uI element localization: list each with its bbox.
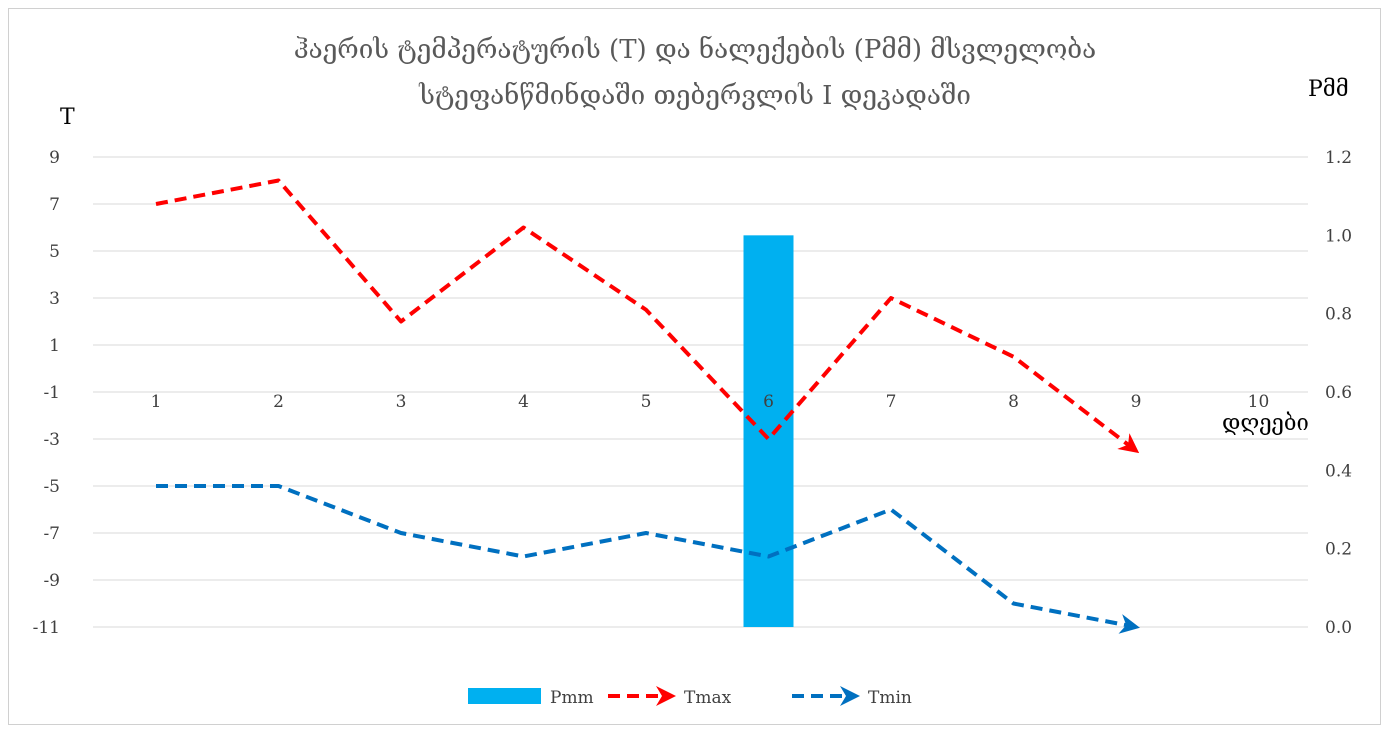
x-tick-label: 3 (396, 392, 407, 412)
x-tick-label: 6 (763, 392, 774, 412)
left-tick-label: -7 (43, 524, 60, 544)
left-axis-ticks: 9 7 5 3 1 -1 -3 -5 -7 -9 -11 (33, 148, 60, 638)
x-tick-label: 7 (886, 392, 897, 412)
y-axis-right-label: Pმმ (1308, 77, 1349, 102)
chart-title-line2: სტეფანწმინდაში თებერვლის I დეკადაში (418, 81, 971, 111)
x-tick-label: 2 (273, 392, 284, 412)
left-tick-label: -3 (43, 430, 60, 450)
gridlines (93, 156, 1308, 628)
right-tick-label: 1.0 (1325, 226, 1352, 246)
x-tick-label: 10 (1248, 392, 1270, 412)
right-axis-ticks: 1.2 1.0 0.8 0.6 0.4 0.2 0.0 (1325, 148, 1352, 638)
right-tick-label: 0.0 (1325, 618, 1352, 638)
left-tick-label: 1 (49, 336, 60, 356)
pmm-bars (743, 235, 794, 628)
x-tick-label: 8 (1008, 392, 1019, 412)
legend-label-tmax: Tmax (684, 688, 732, 708)
x-axis-ticks: 1 2 3 4 5 6 7 8 9 10 (151, 392, 1270, 412)
left-tick-label: -11 (33, 618, 60, 638)
right-tick-label: 0.4 (1325, 461, 1352, 481)
left-tick-label: -9 (43, 571, 60, 591)
left-tick-label: 7 (49, 195, 60, 215)
legend-label-pmm: Pmm (550, 688, 594, 708)
left-tick-label: 5 (49, 242, 60, 262)
tmin-line (156, 484, 1140, 634)
left-tick-label: 3 (49, 289, 60, 309)
x-axis-label: დღეები (1222, 411, 1309, 436)
right-tick-label: 0.2 (1325, 540, 1352, 560)
chart-frame (8, 8, 1381, 725)
y-axis-left-label: T (60, 105, 75, 130)
left-tick-label: 9 (49, 148, 60, 168)
legend-swatch-pmm (468, 688, 541, 704)
right-tick-label: 0.8 (1325, 305, 1352, 325)
right-tick-label: 0.6 (1325, 383, 1352, 403)
left-tick-label: -5 (43, 477, 60, 497)
left-tick-label: -1 (43, 383, 60, 403)
chart-title-line1: ჰაერის ტემპერატურის (T) და ნალექების (Pმ… (294, 35, 1096, 65)
x-tick-label: 5 (641, 392, 652, 412)
x-tick-label: 1 (151, 392, 162, 412)
x-tick-label: 4 (518, 392, 529, 412)
pmm-bar-day-6 (743, 235, 794, 628)
right-tick-label: 1.2 (1325, 148, 1352, 168)
temperature-lines (155, 178, 1140, 634)
legend-label-tmin: Tmin (868, 688, 912, 708)
tmax-line (155, 178, 1140, 454)
legend: Pmm Tmax Tmin (468, 686, 912, 708)
x-tick-label: 9 (1131, 392, 1142, 412)
